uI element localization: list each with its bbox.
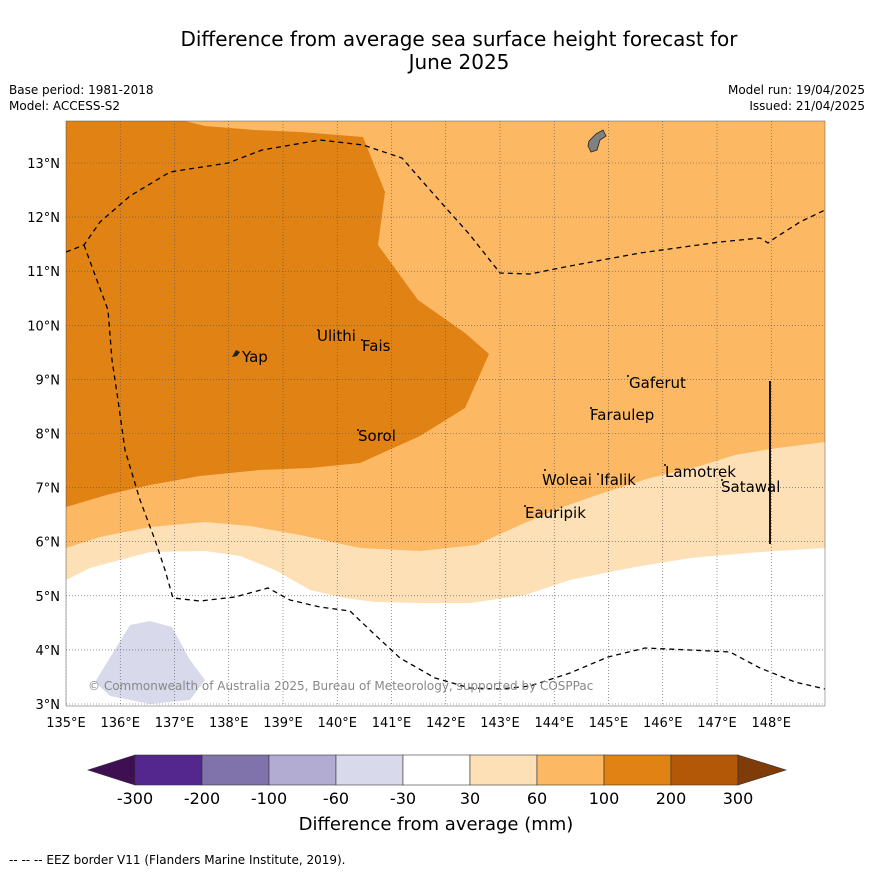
title-line-1: Difference from average sea surface heig… — [180, 27, 738, 51]
issued-date: Issued: 21/04/2025 — [749, 99, 865, 113]
lat-tick-label: 12°N — [27, 211, 60, 226]
colorbar-extend-low — [87, 754, 136, 786]
lon-tick-label: 148°E — [751, 716, 791, 731]
plot-frame — [65, 120, 826, 707]
colorbar-bin — [201, 754, 270, 786]
colorbar-bin — [335, 754, 404, 786]
meta-left: Base period: 1981-2018 Model: ACCESS-S2 — [9, 82, 154, 114]
base-period: Base period: 1981-2018 — [9, 83, 154, 97]
contour-negative-blob — [95, 621, 205, 704]
colorbar-label: Difference from average (mm) — [299, 814, 574, 835]
colorbar: -300 -200 -100 -60 -30 30 60 100 200 300 — [87, 754, 788, 808]
yap-land — [232, 350, 240, 357]
title-line-2: June 2025 — [408, 50, 510, 74]
colorbar-tick-label: -200 — [184, 789, 220, 808]
fais-marker — [361, 339, 363, 341]
lamotrek-marker — [664, 464, 666, 466]
contour-100-200 — [66, 121, 489, 507]
colorbar-tick-label: 30 — [460, 789, 480, 808]
label-sorol: Sorol — [358, 427, 396, 445]
colorbar-bin — [670, 754, 739, 786]
colorbar-tick-label: -60 — [323, 789, 349, 808]
colorbar-bin — [402, 754, 471, 786]
eez-border-south — [83, 244, 825, 690]
woleai-marker — [544, 469, 546, 471]
lat-tick-label: 9°N — [36, 373, 61, 388]
ulithi-marker — [317, 329, 319, 331]
label-satawal: Satawal — [721, 478, 780, 496]
ifalik-marker — [597, 473, 599, 475]
gridlines — [66, 121, 825, 706]
colorbar-tick-label: -100 — [251, 789, 287, 808]
colorbar-tick-label: -300 — [117, 789, 153, 808]
colorbar-bin — [603, 754, 672, 786]
longitude-tick-labels: 135°E 136°E 137°E 138°E 139°E 140°E 141°E 142°E… — [46, 716, 791, 731]
label-faraulep: Faraulep — [590, 406, 654, 424]
label-yap: Yap — [241, 348, 268, 366]
colorbar-tick-label: 100 — [589, 789, 620, 808]
label-ulithi: Ulithi — [317, 327, 356, 345]
gaferut-marker — [627, 375, 629, 377]
lon-tick-label: 145°E — [589, 716, 629, 731]
sorol-marker — [357, 429, 359, 431]
colorbar-extend-high — [737, 754, 788, 786]
lon-tick-label: 138°E — [209, 716, 249, 731]
map-title: Difference from average sea surface heig… — [0, 28, 873, 74]
model-name: Model: ACCESS-S2 — [9, 99, 121, 113]
lon-tick-label: 143°E — [480, 716, 520, 731]
label-gaferut: Gaferut — [629, 374, 686, 392]
lon-tick-label: 135°E — [46, 716, 86, 731]
label-lamotrek: Lamotrek — [665, 463, 736, 481]
guam-land — [587, 129, 607, 153]
label-fais: Fais — [362, 337, 391, 355]
colorbar-bin — [268, 754, 337, 786]
lon-tick-label: 147°E — [697, 716, 737, 731]
eez-border-west — [66, 139, 825, 275]
meta-right: Model run: 19/04/2025 Issued: 21/04/2025 — [728, 82, 865, 114]
lon-tick-label: 137°E — [155, 716, 195, 731]
lat-tick-label: 13°N — [27, 157, 60, 172]
eez-footnote: -- -- -- EEZ border V11 (Flanders Marine… — [9, 853, 346, 867]
lon-tick-label: 141°E — [372, 716, 412, 731]
lon-tick-label: 139°E — [263, 716, 303, 731]
lon-tick-label: 144°E — [534, 716, 574, 731]
satawal-marker — [721, 479, 723, 481]
colorbar-tick-label: 60 — [527, 789, 547, 808]
colorbar-bin — [469, 754, 538, 786]
lat-tick-label: 7°N — [36, 482, 61, 497]
colorbar-tick-label: 300 — [723, 789, 754, 808]
lon-tick-label: 142°E — [426, 716, 466, 731]
lat-tick-label: 6°N — [36, 536, 61, 551]
eauripik-marker — [524, 505, 526, 507]
label-eauripik: Eauripik — [525, 504, 586, 522]
colorbar-tick-label: 200 — [656, 789, 687, 808]
label-woleai: Woleai — [542, 471, 592, 489]
lat-tick-label: 8°N — [36, 428, 61, 443]
lat-tick-label: 5°N — [36, 590, 61, 605]
lon-tick-label: 140°E — [317, 716, 357, 731]
lat-tick-label: 10°N — [27, 319, 60, 334]
lat-tick-label: 3°N — [36, 698, 61, 713]
faraulep-marker — [590, 407, 592, 409]
copyright-text: © Commonwealth of Australia 2025, Bureau… — [88, 679, 593, 693]
lat-tick-label: 11°N — [27, 265, 60, 280]
colorbar-tick-label: -30 — [390, 789, 416, 808]
colorbar-bin — [536, 754, 605, 786]
colorbar-bin — [134, 754, 203, 786]
model-run: Model run: 19/04/2025 — [727, 83, 865, 97]
label-ifalik: Ifalik — [600, 471, 636, 489]
lon-tick-label: 136°E — [100, 716, 140, 731]
map-plot-area: Yap Ulithi Fais Sorol Gaferut Faraulep W… — [66, 121, 825, 706]
lat-tick-label: 4°N — [36, 644, 61, 659]
lon-tick-label: 146°E — [643, 716, 683, 731]
latitude-tick-labels: 3°N 4°N 5°N 6°N 7°N 8°N 9°N 10°N 11°N 12°N 13°N — [27, 157, 60, 713]
